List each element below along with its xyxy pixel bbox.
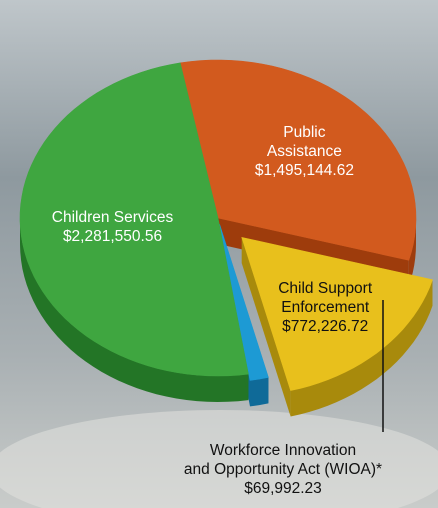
pie-slice [219, 224, 269, 381]
slice-value-label: $772,226.72 [282, 318, 368, 335]
slice-name-label: Children Services [52, 209, 174, 226]
pie-slice-wall [290, 279, 433, 417]
pie-tops [19, 59, 433, 391]
slice-value-label: $69,992.23 [244, 480, 322, 497]
pie-slice-wall [20, 218, 249, 402]
slice-name-label: Assistance [267, 143, 342, 160]
slice-value-label: $1,495,144.62 [255, 162, 354, 179]
slice-label: Child Support Enforcement $772,226.72 [278, 280, 373, 335]
slice-label: Children Services $2,281,550.56 [52, 209, 174, 245]
slice-name-label: Public [283, 124, 325, 141]
slice-name-label: Workforce Innovation [210, 442, 356, 459]
pie-slice [179, 59, 417, 261]
slice-name-label: Enforcement [281, 299, 370, 316]
slice-value-label: $2,281,550.56 [63, 228, 162, 245]
slice-label: Workforce Innovation and Opportunity Act … [184, 442, 382, 497]
pie-labels: Public Assistance $1,495,144.62 Child Suppo… [52, 124, 384, 497]
pie-slice [19, 62, 249, 377]
pie-slice-wall [408, 218, 416, 287]
slice-label: Public Assistance $1,495,144.62 [255, 124, 354, 179]
background-glow [0, 410, 438, 508]
pie-slice [241, 236, 433, 391]
slice-name-label: Child Support [278, 280, 373, 297]
pie-slice-edge [241, 237, 291, 417]
slice-name-label: and Opportunity Act (WIOA)* [184, 461, 382, 478]
